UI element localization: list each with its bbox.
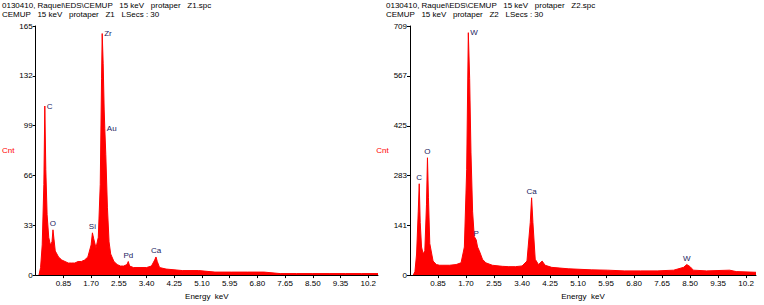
svg-text:5.95: 5.95 — [222, 279, 238, 288]
svg-text:0130410, Raquel\EDS\CEMUP 15: 0130410, Raquel\EDS\CEMUP 15 keV protape… — [2, 1, 211, 10]
svg-text:CEMUP 15 keV protaper Z2: CEMUP 15 keV protaper Z2 LSecs : 30 — [386, 10, 544, 19]
svg-text:425: 425 — [394, 121, 408, 130]
svg-text:283: 283 — [394, 171, 408, 180]
svg-text:2.55: 2.55 — [486, 279, 502, 288]
svg-text:Energy keV: Energy keV — [185, 292, 229, 301]
svg-text:5.10: 5.10 — [194, 279, 210, 288]
svg-text:O: O — [424, 147, 430, 156]
svg-text:O: O — [50, 219, 56, 228]
svg-text:7.65: 7.65 — [277, 279, 293, 288]
svg-text:CEMUP 15 keV protaper Z1: CEMUP 15 keV protaper Z1 LSecs : 30 — [2, 10, 160, 19]
svg-text:1.70: 1.70 — [83, 279, 99, 288]
svg-text:Energy keV: Energy keV — [561, 292, 605, 301]
svg-text:Pd: Pd — [123, 251, 133, 260]
svg-text:1.70: 1.70 — [458, 279, 474, 288]
svg-text:6.80: 6.80 — [626, 279, 642, 288]
svg-text:141: 141 — [394, 221, 408, 230]
svg-text:0.85: 0.85 — [56, 279, 72, 288]
svg-text:6.80: 6.80 — [250, 279, 266, 288]
svg-text:709: 709 — [394, 22, 408, 31]
svg-text:567: 567 — [394, 71, 408, 80]
svg-text:165: 165 — [19, 22, 33, 31]
svg-text:Cnt: Cnt — [2, 146, 15, 155]
svg-text:Ca: Ca — [526, 187, 537, 196]
svg-text:9.35: 9.35 — [333, 279, 349, 288]
svg-text:7.65: 7.65 — [654, 279, 670, 288]
svg-text:3.40: 3.40 — [514, 279, 530, 288]
svg-text:8.50: 8.50 — [305, 279, 321, 288]
svg-text:0.85: 0.85 — [430, 279, 446, 288]
svg-text:4.25: 4.25 — [542, 279, 558, 288]
svg-text:C: C — [47, 102, 53, 111]
svg-text:Zr: Zr — [104, 29, 112, 38]
svg-text:10.2: 10.2 — [360, 279, 376, 288]
svg-text:C: C — [416, 173, 422, 182]
svg-text:Au: Au — [107, 124, 117, 133]
svg-text:33: 33 — [24, 221, 33, 230]
svg-text:Cnt: Cnt — [376, 146, 389, 155]
svg-text:W: W — [683, 254, 691, 263]
svg-text:Si: Si — [89, 222, 96, 231]
svg-text:4.25: 4.25 — [166, 279, 182, 288]
svg-text:9.35: 9.35 — [710, 279, 726, 288]
svg-text:5.95: 5.95 — [598, 279, 614, 288]
svg-text:0: 0 — [403, 271, 408, 280]
svg-text:Ca: Ca — [151, 246, 162, 255]
svg-text:66: 66 — [24, 171, 33, 180]
svg-text:2.55: 2.55 — [111, 279, 127, 288]
svg-text:3.40: 3.40 — [139, 279, 155, 288]
svg-text:10.2: 10.2 — [738, 279, 754, 288]
svg-text:5.10: 5.10 — [570, 279, 586, 288]
svg-text:W: W — [470, 28, 478, 37]
svg-text:0130410, Raquel\EDS\CEMUP 15: 0130410, Raquel\EDS\CEMUP 15 keV protape… — [386, 1, 595, 10]
svg-text:8.50: 8.50 — [682, 279, 698, 288]
svg-text:0: 0 — [28, 271, 33, 280]
svg-text:P: P — [474, 229, 479, 238]
svg-text:99: 99 — [24, 121, 33, 130]
svg-text:132: 132 — [19, 71, 33, 80]
